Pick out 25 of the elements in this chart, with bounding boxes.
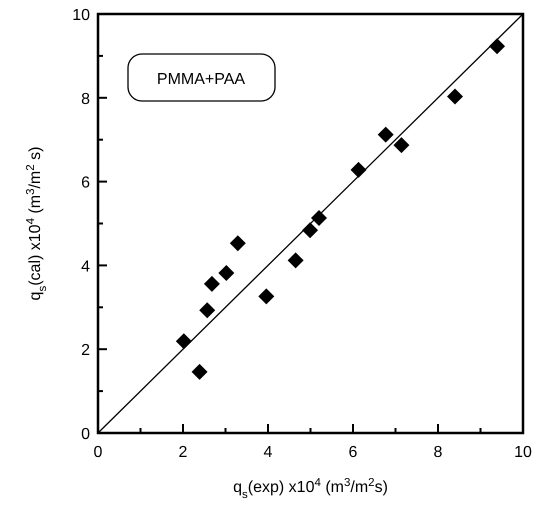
point: [393, 137, 410, 154]
y-tick-label: 6: [81, 174, 90, 192]
x-tick-label: 6: [348, 444, 358, 461]
y-tick-label: 2: [81, 342, 90, 360]
annotation: PMMA+PAA: [156, 71, 246, 88]
x-tick-label: 4: [264, 444, 273, 461]
x-tick-label: 2: [178, 444, 188, 461]
point: [447, 88, 463, 105]
text: q$_{s}$(exp) x10$^{4}$ (m$^{3}$/m$^{2}$s): [233, 477, 388, 501]
y-tick-label: 8: [81, 90, 90, 108]
point: [288, 252, 304, 268]
point: [378, 126, 394, 143]
point: [258, 288, 274, 304]
point: [199, 302, 216, 318]
point: [302, 222, 318, 238]
x-tick-label: 8: [434, 444, 443, 461]
point: [218, 264, 234, 281]
y-tick-label: 0: [81, 426, 90, 443]
x-tick-label: 10: [514, 444, 532, 461]
y-tick-label: 4: [81, 258, 90, 276]
point: [204, 276, 220, 292]
y-tick-label: 10: [72, 7, 90, 24]
point: [230, 235, 246, 252]
x-tick-label: 0: [94, 444, 103, 461]
point: [192, 364, 208, 380]
